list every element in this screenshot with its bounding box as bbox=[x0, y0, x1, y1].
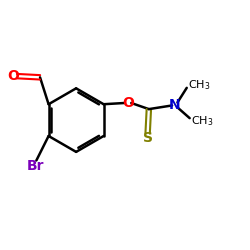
Text: CH$_3$: CH$_3$ bbox=[191, 114, 214, 128]
Text: N: N bbox=[169, 98, 180, 112]
Text: CH$_3$: CH$_3$ bbox=[188, 78, 210, 92]
Text: O: O bbox=[122, 96, 134, 110]
Text: S: S bbox=[143, 132, 153, 145]
Text: Br: Br bbox=[26, 159, 44, 173]
Text: O: O bbox=[7, 69, 19, 83]
